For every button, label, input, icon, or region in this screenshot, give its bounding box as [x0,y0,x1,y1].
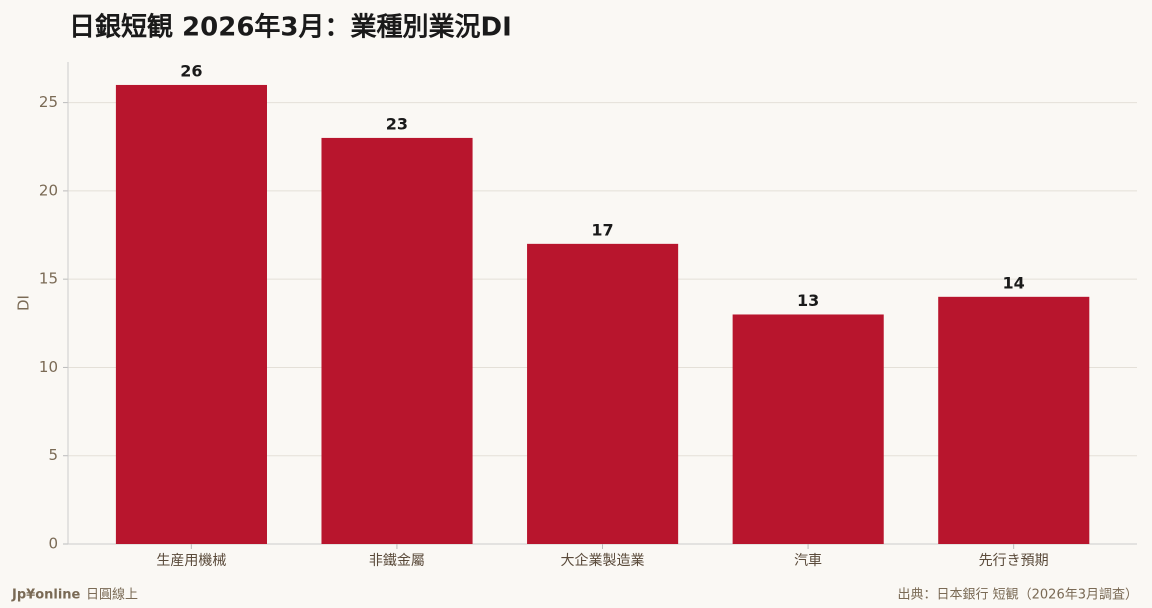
y-tick-label: 25 [39,93,58,111]
value-label: 13 [797,291,819,310]
y-tick-label: 15 [39,270,58,288]
footer-brand-sub: 日圓線上 [86,587,138,603]
y-axis-label: DI [15,295,33,311]
bar [115,84,267,544]
bar [732,314,884,544]
x-tick-label: 生産用機械 [156,553,226,569]
bar [527,243,679,544]
chart-title: 日銀短観 2026年3月：業種別業況DI [69,12,512,43]
x-tick-label: 先行き預期 [979,553,1049,569]
y-tick-label: 20 [39,181,58,199]
footer-brand: Jp¥online [11,588,81,603]
value-label: 26 [180,61,202,80]
x-tick-label: 非鐵金屬 [369,552,425,569]
y-tick-label: 5 [48,446,58,464]
x-tick-label: 汽車 [794,552,822,569]
y-tick-label: 0 [48,535,58,553]
footer-source: 出典：日本銀行 短観（2026年3月調査） [898,588,1139,603]
x-tick-label: 大企業製造業 [561,552,645,569]
value-label: 14 [1003,273,1025,292]
y-tick-label: 10 [39,358,58,376]
value-label: 17 [591,220,613,239]
value-label: 23 [386,114,408,133]
bar [321,137,473,544]
bar [938,296,1090,544]
